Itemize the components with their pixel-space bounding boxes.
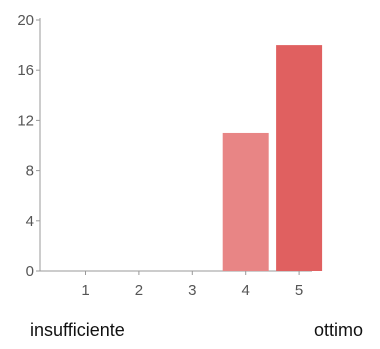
y-tick-label: 12 [17,112,34,129]
x-tick-label: 3 [188,282,196,299]
scale-high-label: ottimo [314,320,364,340]
y-tick-label: 0 [26,263,34,280]
bar-4 [222,132,269,271]
x-tick-label: 2 [135,282,143,299]
y-tick-label: 4 [26,213,34,230]
x-tick-label: 4 [242,282,250,299]
x-tick-label: 5 [295,282,303,299]
y-tick-label: 20 [17,12,34,29]
x-tick-label: 1 [81,282,89,299]
y-tick-label: 16 [17,62,34,79]
bar-5 [276,45,323,271]
y-tick-label: 8 [26,163,34,180]
scale-low-label: insufficiente [30,320,125,340]
